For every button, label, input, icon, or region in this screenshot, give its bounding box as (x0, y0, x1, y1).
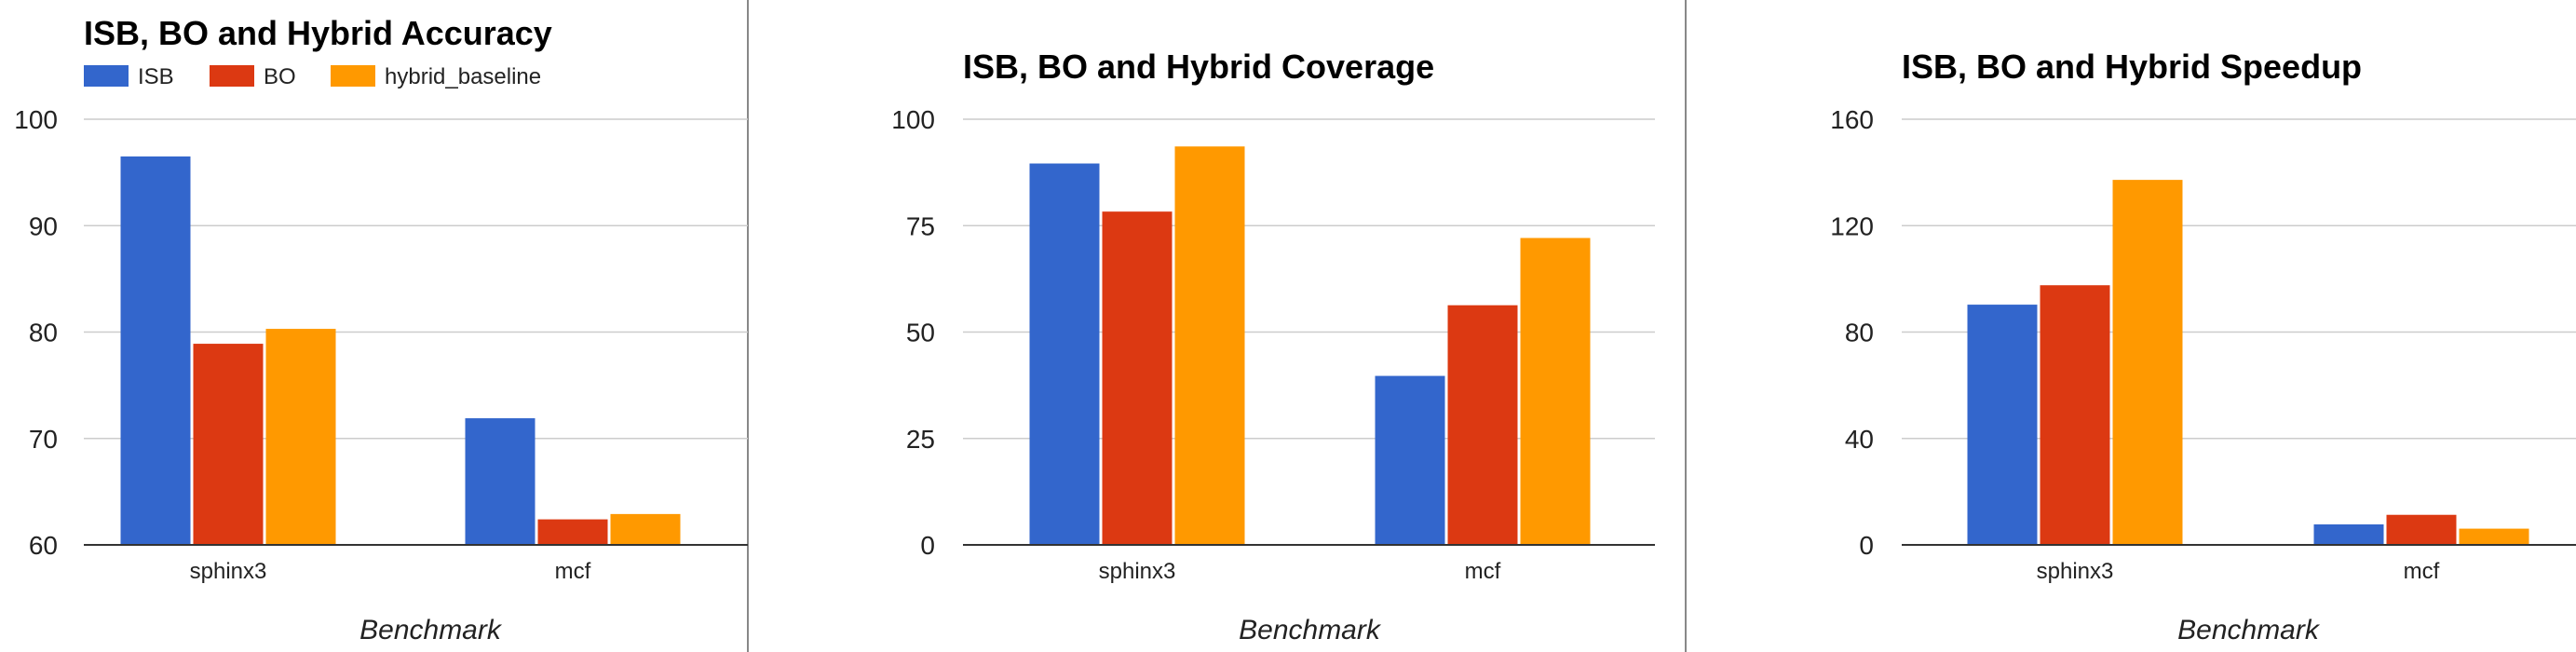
y-tick-label: 90 (29, 211, 58, 240)
chart-title: ISB, BO and Hybrid Accuracy (84, 14, 552, 52)
coverage-chart: ISB, BO and Hybrid Coverage 0 25 50 75 100 s… (891, 48, 1655, 645)
y-tick-label: 80 (29, 319, 58, 347)
x-axis-label: Benchmark (359, 615, 503, 645)
bar-isb-mcf[interactable] (465, 418, 536, 545)
legend-swatch-isb (84, 65, 129, 87)
legend: ISB BO hybrid_baseline (84, 64, 541, 89)
bar-isb-sphinx3[interactable] (120, 156, 191, 546)
bar-bo-sphinx3[interactable] (193, 344, 264, 545)
y-tick-label: 40 (1845, 425, 1874, 454)
y-tick-label: 0 (920, 531, 935, 560)
y-tick-label: 75 (906, 211, 935, 240)
bar-bo-mcf[interactable] (2386, 514, 2457, 545)
y-tick-label: 60 (29, 531, 58, 560)
x-tick-label: mcf (555, 559, 591, 584)
y-tick-label: 120 (1830, 211, 1874, 240)
legend-label-hybrid-baseline: hybrid_baseline (385, 64, 541, 89)
legend-swatch-hybrid-baseline (331, 65, 375, 87)
x-tick-label: mcf (1465, 559, 1501, 584)
bar-hybrid-baseline-mcf[interactable] (2459, 528, 2529, 545)
y-tick-label: 100 (891, 105, 935, 134)
y-tick-label: 160 (1830, 105, 1874, 134)
legend-swatch-bo (210, 65, 254, 87)
bar-isb-sphinx3[interactable] (1029, 163, 1100, 545)
x-axis-ticks: sphinx3 mcf (190, 559, 591, 584)
y-axis-ticks: 0 40 80 120 160 (1830, 105, 1874, 560)
y-tick-label: 70 (29, 425, 58, 454)
bar-isb-sphinx3[interactable] (1967, 305, 2038, 545)
bar-isb-mcf[interactable] (1375, 375, 1445, 545)
y-axis-ticks: 0 25 50 75 100 (891, 105, 935, 560)
bar-hybrid-baseline-mcf[interactable] (1520, 238, 1591, 546)
y-tick-label: 50 (906, 319, 935, 347)
bar-hybrid-baseline-sphinx3[interactable] (1174, 146, 1245, 546)
x-axis-ticks: sphinx3 mcf (1099, 559, 1501, 584)
bar-hybrid-baseline-sphinx3[interactable] (2112, 180, 2183, 545)
legend-item-isb[interactable]: ISB (84, 64, 174, 89)
chart-title: ISB, BO and Hybrid Speedup (1902, 48, 2362, 86)
bar-hybrid-baseline-sphinx3[interactable] (265, 329, 336, 545)
y-tick-label: 0 (1859, 531, 1874, 560)
y-tick-label: 100 (14, 105, 58, 134)
chart-title: ISB, BO and Hybrid Coverage (963, 48, 1434, 86)
bar-hybrid-baseline-mcf[interactable] (610, 513, 681, 545)
y-tick-label: 25 (906, 425, 935, 454)
x-tick-label: sphinx3 (1099, 559, 1176, 584)
x-tick-label: sphinx3 (190, 559, 267, 584)
bar-group (84, 156, 748, 546)
x-tick-label: sphinx3 (2037, 559, 2114, 584)
y-axis-ticks: 60 70 80 90 100 (14, 105, 58, 560)
speedup-chart: ISB, BO and Hybrid Speedup 0 40 80 120 160 s… (1830, 48, 2576, 645)
x-axis-ticks: sphinx3 mcf (2037, 559, 2440, 584)
y-tick-label: 80 (1845, 319, 1874, 347)
bar-bo-mcf[interactable] (1447, 305, 1518, 545)
bar-isb-mcf[interactable] (2313, 524, 2384, 545)
legend-item-bo[interactable]: BO (210, 64, 296, 89)
bar-group (963, 146, 1655, 546)
bar-bo-sphinx3[interactable] (2040, 285, 2110, 545)
x-axis-label: Benchmark (1239, 615, 1382, 645)
bar-group (1902, 180, 2576, 546)
bar-bo-sphinx3[interactable] (1102, 211, 1173, 545)
legend-label-bo: BO (264, 64, 296, 89)
x-tick-label: mcf (2404, 559, 2440, 584)
legend-item-hybrid-baseline[interactable]: hybrid_baseline (331, 64, 541, 89)
x-axis-label: Benchmark (2177, 615, 2321, 645)
bar-bo-mcf[interactable] (537, 519, 608, 545)
legend-label-isb: ISB (138, 64, 174, 89)
accuracy-chart: ISB, BO and Hybrid Accuracy ISB BO hybri… (14, 14, 748, 645)
